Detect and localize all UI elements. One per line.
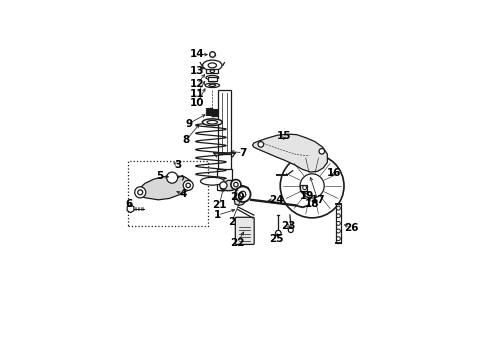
Circle shape: [337, 206, 341, 210]
Text: 11: 11: [190, 89, 204, 99]
Text: 21: 21: [212, 201, 226, 210]
Circle shape: [337, 237, 341, 240]
Bar: [336, 204, 341, 243]
Circle shape: [337, 229, 341, 233]
Text: 17: 17: [310, 195, 325, 205]
Ellipse shape: [200, 177, 224, 185]
Text: 24: 24: [269, 195, 283, 205]
Circle shape: [240, 191, 246, 197]
Text: 13: 13: [190, 66, 204, 76]
Circle shape: [275, 230, 281, 236]
Text: 20: 20: [230, 192, 245, 202]
Circle shape: [231, 180, 241, 190]
Bar: [128, 161, 208, 226]
Text: 16: 16: [327, 168, 342, 179]
Text: 6: 6: [125, 199, 133, 209]
Circle shape: [186, 183, 191, 188]
Polygon shape: [138, 176, 192, 200]
Text: 15: 15: [277, 131, 292, 141]
Circle shape: [303, 186, 307, 190]
FancyBboxPatch shape: [235, 217, 254, 244]
Circle shape: [319, 149, 324, 154]
Ellipse shape: [205, 83, 220, 87]
Circle shape: [300, 174, 324, 198]
Text: 26: 26: [343, 222, 358, 233]
Circle shape: [220, 182, 227, 189]
Ellipse shape: [210, 70, 215, 73]
Text: 12: 12: [190, 79, 204, 89]
Circle shape: [138, 190, 143, 195]
Bar: [206, 69, 219, 73]
Text: 14: 14: [190, 49, 204, 59]
Ellipse shape: [207, 120, 218, 124]
Ellipse shape: [203, 60, 222, 71]
Polygon shape: [220, 180, 239, 191]
Bar: [208, 77, 217, 81]
Circle shape: [288, 228, 293, 233]
Circle shape: [183, 180, 193, 190]
Bar: [218, 90, 231, 190]
Text: 22: 22: [230, 238, 245, 248]
Polygon shape: [233, 185, 250, 205]
Text: 2: 2: [228, 217, 235, 227]
Text: 19: 19: [299, 191, 314, 201]
Ellipse shape: [206, 76, 219, 80]
Circle shape: [135, 187, 146, 198]
Circle shape: [167, 172, 178, 183]
Circle shape: [234, 183, 238, 187]
Text: 10: 10: [190, 98, 204, 108]
Text: 9: 9: [185, 118, 192, 129]
Bar: [217, 169, 232, 190]
Text: 18: 18: [305, 199, 319, 209]
Text: 8: 8: [182, 135, 190, 145]
Circle shape: [280, 154, 344, 218]
Circle shape: [235, 186, 250, 202]
Text: 25: 25: [269, 234, 283, 244]
Ellipse shape: [208, 63, 217, 68]
Polygon shape: [127, 205, 134, 212]
Circle shape: [337, 221, 341, 225]
Text: 23: 23: [281, 221, 296, 231]
Text: 3: 3: [174, 160, 181, 170]
Text: 4: 4: [179, 189, 187, 199]
Ellipse shape: [209, 84, 216, 86]
Text: 1: 1: [214, 210, 221, 220]
Ellipse shape: [202, 119, 222, 126]
Polygon shape: [252, 134, 327, 172]
Circle shape: [337, 214, 341, 218]
Text: 7: 7: [239, 148, 246, 158]
Text: 5: 5: [156, 171, 163, 181]
Circle shape: [258, 141, 264, 147]
